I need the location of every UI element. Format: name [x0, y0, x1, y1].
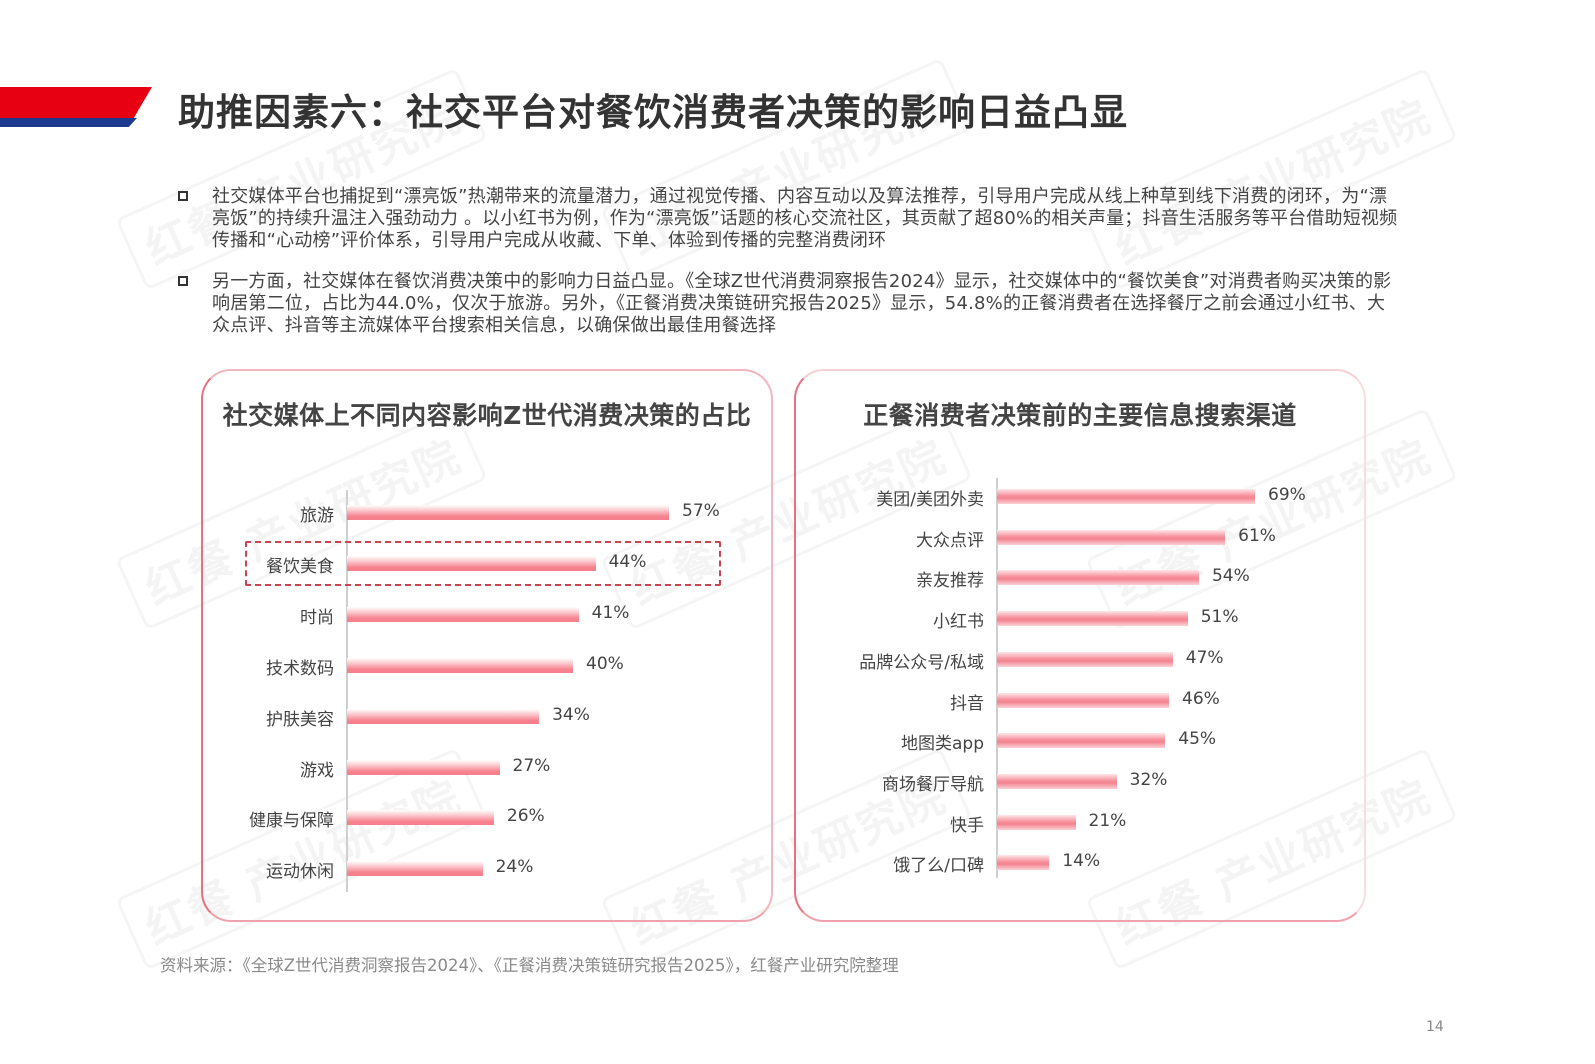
- chart-card-gen-z-content: 社交媒体上不同内容影响Z世代消费决策的占比: [201, 369, 773, 922]
- value-label: 57%: [682, 501, 720, 521]
- bar-row: 旅游 57%: [0, 497, 1595, 527]
- value-label: 51%: [1200, 607, 1239, 628]
- bar-row: 大众点评 61%: [0, 522, 1595, 552]
- chart-title: 社交媒体上不同内容影响Z世代消费决策的占比: [222, 401, 752, 430]
- value-label: 46%: [1182, 688, 1220, 709]
- bullet-text: 另一方面，社交媒体在餐饮消费决策中的影响力日益凸显。《全球Z世代消费洞察报告20…: [212, 271, 1392, 336]
- watermark: 红餐 产业研究院: [1085, 67, 1459, 291]
- bar: [347, 606, 579, 622]
- bar: [997, 733, 1166, 749]
- bullet-paragraph-1: 社交媒体平台也捕捉到“漂亮饭”热潮带来的流量潜力，通过视觉传播、内容互动以及算法…: [178, 186, 1398, 252]
- bar-row: 游戏 27%: [0, 752, 1595, 782]
- header-accent-band: [0, 87, 152, 127]
- bar: [997, 570, 1199, 586]
- bar: [347, 708, 540, 724]
- bar: [347, 810, 494, 826]
- value-label: 24%: [495, 857, 534, 878]
- value-label: 34%: [552, 704, 590, 725]
- bar: [997, 814, 1076, 830]
- value-label: 32%: [1129, 769, 1168, 790]
- bar-row: 时尚 41%: [0, 599, 1595, 629]
- bar-row: 快手 21%: [0, 807, 1595, 837]
- bar: [997, 489, 1256, 504]
- highlight-dashed-box: [245, 541, 721, 586]
- category-label: 商场餐厅导航: [882, 774, 984, 795]
- bar: [347, 657, 573, 673]
- category-label: 小红书: [933, 612, 984, 633]
- page-title: 助推因素六：社交平台对餐饮消费者决策的影响日益凸显: [178, 91, 1128, 134]
- category-label: 亲友推荐: [916, 571, 984, 592]
- category-label: 旅游: [300, 506, 334, 526]
- category-label: 美团/美团外卖: [876, 490, 984, 510]
- bar-row: 美团/美团外卖 69%: [0, 481, 1595, 511]
- bar: [997, 529, 1226, 545]
- bar: [347, 555, 596, 571]
- value-label: 44%: [608, 551, 647, 572]
- category-label: 餐饮美食: [266, 556, 334, 577]
- bar: [997, 773, 1117, 789]
- bar: [347, 505, 670, 520]
- bar: [997, 651, 1173, 667]
- bullet-paragraph-2: 另一方面，社交媒体在餐饮消费决策中的影响力日益凸显。《全球Z世代消费洞察报告20…: [178, 271, 1398, 337]
- category-label: 品牌公众号/私域: [859, 652, 984, 673]
- bar-row: 亲友推荐 54%: [0, 562, 1595, 592]
- value-label: 54%: [1211, 566, 1250, 587]
- value-label: 45%: [1178, 729, 1217, 750]
- bar: [997, 692, 1170, 708]
- value-label: 69%: [1268, 485, 1306, 505]
- value-label: 21%: [1088, 810, 1127, 831]
- bar: [347, 759, 500, 775]
- bar-row: 饿了么/口碑 14%: [0, 847, 1595, 877]
- value-label: 61%: [1238, 525, 1276, 546]
- bar-row: 技术数码 40%: [0, 650, 1595, 680]
- bar-row: 护肤美容 34%: [0, 701, 1595, 731]
- value-label: 27%: [512, 755, 551, 776]
- bar: [997, 611, 1188, 627]
- source-note: 资料来源：《全球Z世代消费洞察报告2024》、《正餐消费决策链研究报告2025》…: [160, 956, 899, 975]
- bar-row: 健康与保障 26%: [0, 802, 1595, 832]
- category-label: 饿了么/口碑: [893, 856, 984, 877]
- chart-title: 正餐消费者决策前的主要信息搜索渠道: [863, 401, 1297, 430]
- header-band-red: [0, 87, 152, 118]
- bar-row: 餐饮美食 44%: [0, 548, 1595, 578]
- value-label: 40%: [586, 653, 624, 674]
- value-label: 47%: [1185, 647, 1224, 668]
- chart-card-search-channels: 正餐消费者决策前的主要信息搜索渠道: [794, 369, 1366, 922]
- bullet-text: 社交媒体平台也捕捉到“漂亮饭”热潮带来的流量潜力，通过视觉传播、内容互动以及算法…: [212, 186, 1398, 251]
- category-label: 大众点评: [916, 530, 984, 551]
- y-axis-line: [996, 478, 998, 878]
- value-label: 14%: [1062, 851, 1101, 872]
- square-bullet-icon: [178, 276, 188, 286]
- bar: [347, 861, 483, 877]
- value-label: 26%: [506, 806, 545, 827]
- category-label: 时尚: [300, 607, 334, 628]
- bar-row: 抖音 46%: [0, 685, 1595, 715]
- y-axis-line: [346, 490, 348, 892]
- category-label: 快手: [950, 815, 984, 836]
- bar-row: 小红书 51%: [0, 603, 1595, 633]
- category-label: 护肤美容: [266, 709, 334, 730]
- category-label: 地图类app: [901, 734, 984, 755]
- header-band-blue: [0, 118, 137, 127]
- category-label: 技术数码: [266, 658, 334, 679]
- square-bullet-icon: [178, 191, 188, 201]
- bar-row: 品牌公众号/私域 47%: [0, 644, 1595, 674]
- bar-row: 运动休闲 24%: [0, 853, 1595, 883]
- value-label: 41%: [591, 602, 630, 623]
- category-label: 抖音: [950, 693, 984, 714]
- category-label: 运动休闲: [266, 862, 334, 883]
- bar-row: 商场餐厅导航 32%: [0, 766, 1595, 796]
- category-label: 游戏: [300, 760, 334, 781]
- bar: [997, 855, 1050, 871]
- bar-row: 地图类app 45%: [0, 725, 1595, 755]
- page-number: 14: [1426, 1019, 1444, 1035]
- category-label: 健康与保障: [249, 811, 334, 832]
